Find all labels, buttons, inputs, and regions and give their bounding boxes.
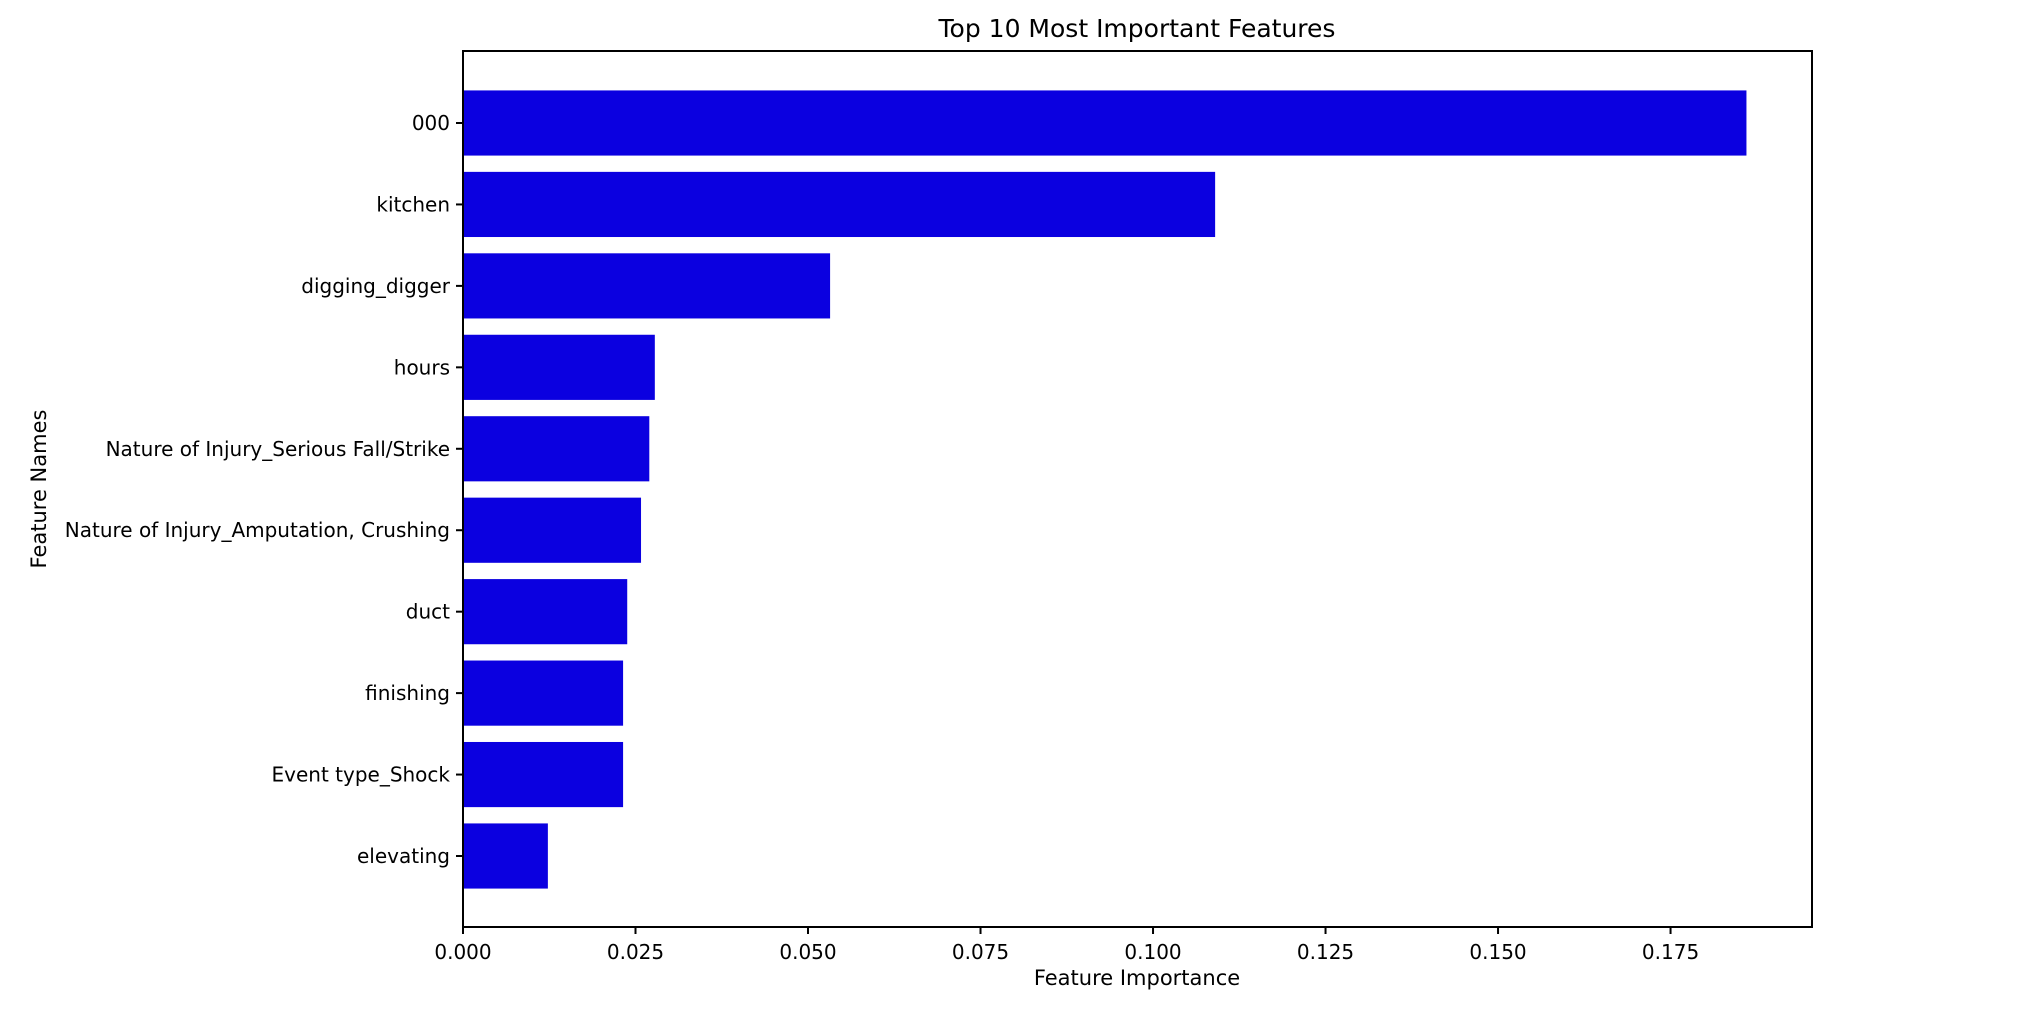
y-tick-label: Event type_Shock <box>271 763 450 787</box>
bar <box>463 741 624 808</box>
y-tick-label: finishing <box>365 681 450 705</box>
bar <box>463 497 642 563</box>
x-tick-label: 0.175 <box>1642 940 1699 964</box>
bar <box>463 579 628 645</box>
bar <box>463 660 624 726</box>
x-tick-label: 0.100 <box>1124 940 1181 964</box>
bars-group <box>463 90 1747 889</box>
bar <box>463 253 831 319</box>
x-tick-label: 0.150 <box>1469 940 1526 964</box>
x-tick-label: 0.050 <box>779 940 836 964</box>
x-tick-label: 0.075 <box>952 940 1009 964</box>
plot-area-frame <box>462 50 1813 928</box>
y-tick-label: duct <box>406 600 450 624</box>
x-tick-label: 0.000 <box>434 940 491 964</box>
x-tick-label: 0.125 <box>1297 940 1354 964</box>
bar <box>463 334 655 400</box>
y-axis-label: Feature Names <box>27 410 51 569</box>
chart-title: Top 10 Most Important Features <box>938 14 1336 43</box>
bar <box>463 416 650 482</box>
bar <box>463 90 1747 156</box>
y-tick-label: digging_digger <box>301 274 451 298</box>
y-tick-label: kitchen <box>376 192 450 216</box>
y-tick-label: Nature of Injury_Amputation, Crushing <box>65 518 450 542</box>
y-tick-label: Nature of Injury_Serious Fall/Strike <box>106 437 450 461</box>
y-tick-label: hours <box>394 355 450 379</box>
x-axis-label: Feature Importance <box>1034 966 1240 990</box>
x-tick-label: 0.025 <box>607 940 664 964</box>
y-tick-label: elevating <box>357 844 450 868</box>
bar <box>463 823 548 889</box>
x-axis-ticks: 0.000 0.025 0.050 0.075 0.100 0.125 0.150 0.175 <box>434 927 1699 964</box>
y-tick-label: 000 <box>412 111 450 135</box>
bar <box>463 171 1216 238</box>
